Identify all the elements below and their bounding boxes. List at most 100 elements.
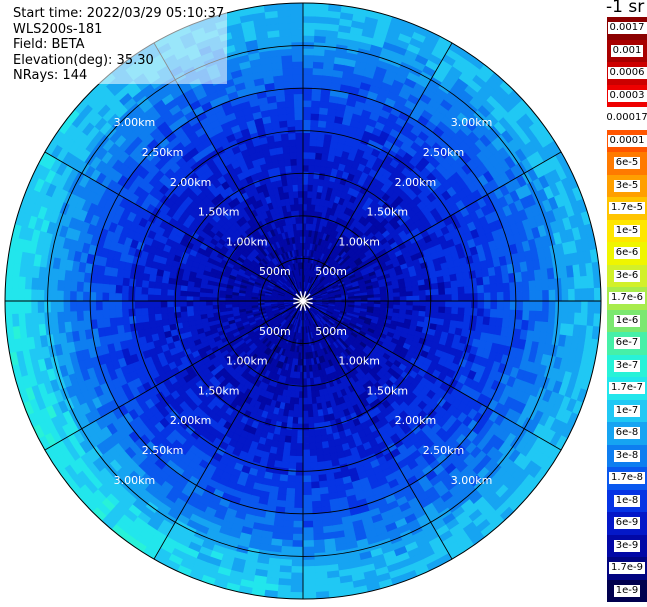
data-cell (114, 292, 123, 302)
data-cell (587, 287, 595, 302)
data-cell (69, 310, 78, 322)
data-cell (179, 305, 188, 313)
data-cell (450, 280, 459, 289)
data-cell (315, 584, 329, 593)
data-cell (147, 300, 155, 309)
data-cell (302, 132, 311, 140)
data-cell (310, 119, 320, 128)
data-cell (418, 289, 427, 297)
data-cell (161, 318, 170, 327)
data-cell (192, 295, 200, 302)
data-cell (489, 308, 498, 319)
data-cell (503, 291, 511, 302)
data-cell (313, 54, 325, 63)
data-cell (309, 145, 317, 153)
data-cell (279, 558, 293, 567)
data-cell (277, 486, 287, 495)
data-cell (186, 305, 194, 312)
data-cell (302, 423, 309, 431)
data-cell (302, 527, 314, 535)
data-cell (412, 305, 420, 312)
data-cell (312, 74, 324, 82)
data-cell (307, 403, 313, 412)
data-cell (37, 311, 46, 325)
data-cell (302, 48, 315, 56)
data-cell (153, 294, 161, 302)
data-cell (296, 430, 304, 438)
data-cell (319, 428, 327, 437)
data-cell (528, 280, 537, 292)
data-cell (302, 572, 316, 580)
data-cell (302, 190, 309, 198)
data-cell (292, 533, 304, 542)
data-cell (306, 378, 311, 386)
data-cell (313, 422, 321, 431)
data-cell (192, 305, 201, 311)
data-cell (302, 80, 313, 88)
data-cell (464, 285, 472, 295)
data-cell (224, 300, 233, 305)
data-cell (308, 151, 317, 160)
data-cell (295, 449, 304, 457)
data-cell (153, 306, 162, 315)
data-cell (121, 300, 129, 310)
data-cell (317, 467, 327, 476)
data-cell (302, 28, 316, 36)
data-cell (367, 297, 375, 302)
data-cell (128, 315, 137, 325)
data-cell (490, 292, 498, 302)
data-cell (437, 312, 446, 320)
data-cell (310, 468, 319, 477)
data-cell (302, 138, 311, 146)
data-cell (302, 9, 317, 17)
data-cell (476, 308, 485, 318)
data-cell (405, 286, 414, 293)
data-cell (280, 461, 290, 470)
data-cell (225, 303, 233, 309)
data-cell (318, 480, 328, 489)
data-cell (542, 300, 550, 313)
data-cell (101, 300, 110, 311)
data-cell (309, 455, 318, 464)
data-cell (450, 313, 459, 322)
data-cell (489, 283, 498, 294)
data-cell (444, 306, 453, 315)
data-cell (277, 584, 291, 593)
data-cell (134, 300, 142, 309)
data-cell (311, 100, 321, 108)
data-cell (82, 300, 90, 311)
data-cell (482, 316, 491, 326)
data-cell (567, 312, 576, 326)
data-cell (285, 494, 295, 502)
data-cell (316, 461, 326, 470)
data-cell (314, 435, 322, 444)
data-cell (580, 288, 589, 302)
data-cell (294, 481, 304, 490)
data-cell (140, 307, 149, 316)
data-cell (314, 15, 329, 24)
data-cell (463, 278, 472, 288)
data-cell (502, 282, 511, 293)
data-cell (309, 138, 318, 147)
data-cell (302, 397, 308, 405)
data-cell (411, 285, 420, 292)
data-cell (289, 585, 304, 593)
data-cell (292, 410, 299, 418)
data-cell (296, 436, 304, 444)
data-cell (299, 378, 304, 386)
data-cell (102, 309, 110, 319)
data-cell (24, 312, 33, 326)
data-cell (470, 285, 479, 294)
data-cell (431, 288, 440, 296)
data-cell (312, 409, 319, 418)
data-cell (302, 456, 311, 464)
data-cell (166, 294, 174, 302)
data-cell (302, 488, 312, 496)
data-cell (302, 410, 309, 418)
data-cell (302, 177, 309, 185)
data-cell (580, 275, 589, 290)
data-cell (309, 132, 319, 140)
data-cell (586, 313, 595, 327)
data-cell (482, 276, 491, 286)
data-cell (278, 480, 288, 489)
